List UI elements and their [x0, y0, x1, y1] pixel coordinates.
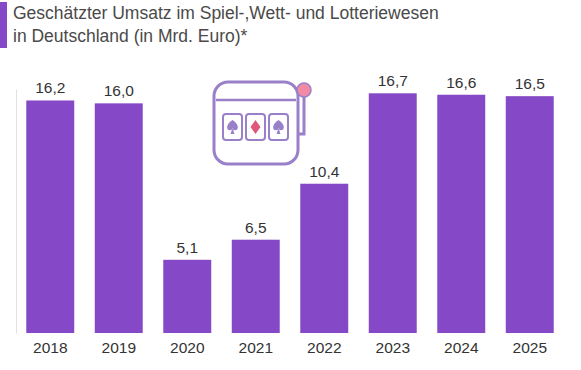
data-label: 16,6	[446, 74, 476, 91]
bars	[26, 93, 553, 333]
y-axis	[16, 90, 17, 334]
x-tick-label: 2023	[376, 339, 410, 356]
bar	[300, 184, 348, 333]
bar	[163, 260, 211, 333]
data-label: 16,0	[104, 82, 135, 99]
x-tick: 2019	[102, 333, 136, 356]
x-tick-label: 2025	[513, 339, 547, 356]
bar	[369, 93, 417, 333]
icon-symbol	[227, 120, 238, 134]
bar	[232, 240, 280, 333]
data-labels: 16,2 16,0 5,1 6,5 10,4 16,7 16,6 16,5	[35, 72, 545, 255]
data-label: 10,4	[309, 163, 340, 180]
data-label: 16,2	[35, 79, 65, 96]
x-tick: 2018	[33, 333, 67, 356]
chart: Geschätzter Umsatz im Spiel-,Wett- und L…	[0, 0, 581, 370]
icon-ball	[297, 83, 311, 97]
data-label: 5,1	[176, 239, 198, 256]
x-tick: 2021	[239, 333, 273, 356]
x-tick-label: 2020	[170, 339, 205, 356]
bar	[437, 95, 485, 333]
bar	[26, 100, 74, 333]
bar	[95, 103, 143, 333]
icon-symbol	[273, 120, 284, 134]
x-tick-label: 2019	[102, 339, 136, 356]
icon-body	[214, 82, 298, 164]
x-tick: 2025	[513, 333, 547, 356]
icon-reel	[223, 114, 242, 140]
x-tick: 2023	[376, 333, 410, 356]
subtitle: in Deutschland (in Mrd. Euro)*	[13, 26, 248, 46]
x-tick: 2020	[170, 333, 205, 356]
data-label: 6,5	[245, 219, 267, 236]
bar	[506, 96, 554, 333]
slot-machine-icon	[214, 82, 311, 164]
x-tick: 2024	[444, 333, 479, 356]
data-label: 16,5	[515, 75, 545, 92]
x-tick-label: 2024	[444, 339, 479, 356]
x-tick-label: 2021	[239, 339, 273, 356]
icon-reel	[269, 114, 288, 140]
icon-reel	[246, 114, 265, 140]
title: Geschätzter Umsatz im Spiel-,Wett- und L…	[13, 3, 439, 23]
icon-symbol	[251, 120, 261, 134]
icon-lever	[298, 96, 304, 134]
title-marker	[0, 2, 7, 48]
x-tick-label: 2022	[307, 339, 341, 356]
y-axis-line	[16, 90, 17, 334]
x-tick: 2022	[307, 333, 341, 356]
x-axis: 2018 2019 2020 2021 2022 2023 2024 2025	[33, 333, 547, 356]
x-tick-label: 2018	[33, 339, 67, 356]
icon-line	[216, 99, 296, 102]
data-label: 16,7	[378, 72, 408, 89]
